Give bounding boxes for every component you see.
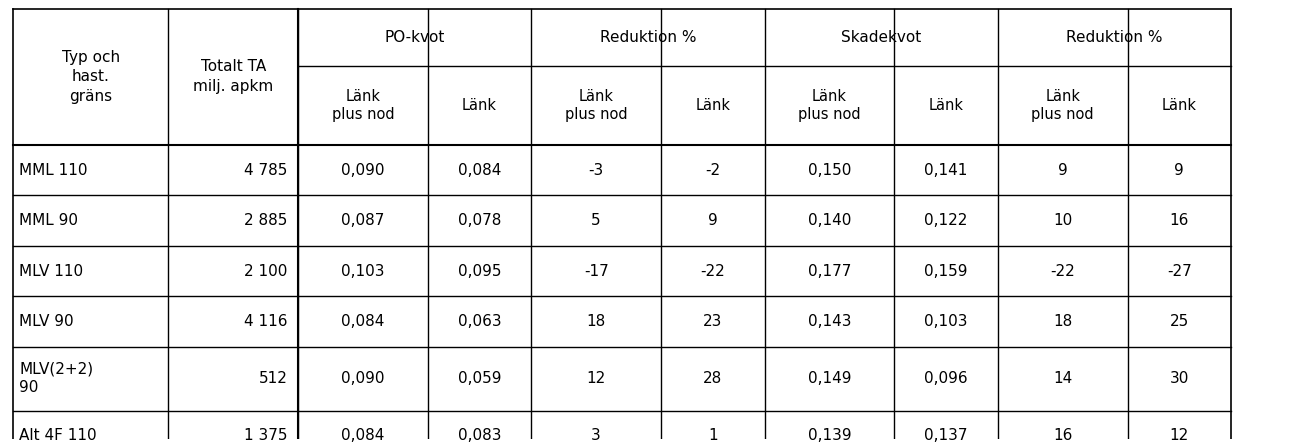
Text: 16: 16 bbox=[1054, 428, 1072, 443]
Text: 0,143: 0,143 bbox=[807, 314, 851, 329]
Text: Totalt TA
milj. apkm: Totalt TA milj. apkm bbox=[193, 59, 273, 94]
Text: 0,078: 0,078 bbox=[457, 213, 502, 228]
Text: 0,095: 0,095 bbox=[457, 264, 502, 279]
Text: Typ och
hast.
gräns: Typ och hast. gräns bbox=[62, 50, 119, 104]
Text: MML 110: MML 110 bbox=[19, 163, 88, 178]
Text: 4 785: 4 785 bbox=[245, 163, 288, 178]
Text: PO-kvot: PO-kvot bbox=[385, 30, 445, 45]
Text: 28: 28 bbox=[704, 371, 722, 386]
Text: 1 375: 1 375 bbox=[244, 428, 288, 443]
Text: 512: 512 bbox=[259, 371, 288, 386]
Text: 9: 9 bbox=[1058, 163, 1068, 178]
Text: MML 90: MML 90 bbox=[19, 213, 79, 228]
Text: 30: 30 bbox=[1170, 371, 1188, 386]
Text: 0,141: 0,141 bbox=[924, 163, 968, 178]
Text: MLV(2+2)
90: MLV(2+2) 90 bbox=[19, 362, 93, 396]
Text: MLV 110: MLV 110 bbox=[19, 264, 83, 279]
Text: Länk: Länk bbox=[461, 98, 498, 113]
Text: 0,177: 0,177 bbox=[807, 264, 851, 279]
Text: Alt 4F 110: Alt 4F 110 bbox=[19, 428, 97, 443]
Text: Reduktion %: Reduktion % bbox=[1067, 30, 1163, 45]
Text: 9: 9 bbox=[1174, 163, 1185, 178]
Text: 0,103: 0,103 bbox=[924, 314, 968, 329]
Text: Länk: Länk bbox=[1161, 98, 1198, 113]
Text: Länk: Länk bbox=[928, 98, 964, 113]
Text: 0,084: 0,084 bbox=[341, 314, 385, 329]
Text: 0,090: 0,090 bbox=[341, 163, 385, 178]
Text: -27: -27 bbox=[1166, 264, 1192, 279]
Text: 0,059: 0,059 bbox=[457, 371, 502, 386]
Text: 0,140: 0,140 bbox=[807, 213, 851, 228]
Text: -3: -3 bbox=[588, 163, 604, 178]
Text: 4 116: 4 116 bbox=[244, 314, 288, 329]
Text: 12: 12 bbox=[1170, 428, 1188, 443]
Text: 0,137: 0,137 bbox=[924, 428, 968, 443]
Text: 9: 9 bbox=[708, 213, 718, 228]
Text: -17: -17 bbox=[583, 264, 609, 279]
Text: Länk
plus nod: Länk plus nod bbox=[798, 88, 861, 122]
Text: -22: -22 bbox=[700, 264, 726, 279]
Text: 2 885: 2 885 bbox=[245, 213, 288, 228]
Text: 0,150: 0,150 bbox=[807, 163, 851, 178]
Text: 0,103: 0,103 bbox=[341, 264, 385, 279]
Text: -2: -2 bbox=[705, 163, 721, 178]
Text: 5: 5 bbox=[591, 213, 601, 228]
Text: 0,122: 0,122 bbox=[924, 213, 968, 228]
Text: 10: 10 bbox=[1054, 213, 1072, 228]
Text: Länk
plus nod: Länk plus nod bbox=[565, 88, 627, 122]
Text: Länk: Länk bbox=[695, 98, 731, 113]
Text: 0,063: 0,063 bbox=[457, 314, 502, 329]
Text: 14: 14 bbox=[1054, 371, 1072, 386]
Text: 23: 23 bbox=[704, 314, 722, 329]
Text: 25: 25 bbox=[1170, 314, 1188, 329]
Text: MLV 90: MLV 90 bbox=[19, 314, 74, 329]
Text: 3: 3 bbox=[591, 428, 601, 443]
Text: 18: 18 bbox=[1054, 314, 1072, 329]
Text: Länk
plus nod: Länk plus nod bbox=[1032, 88, 1094, 122]
Text: 0,139: 0,139 bbox=[807, 428, 851, 443]
Text: 18: 18 bbox=[587, 314, 605, 329]
Text: 1: 1 bbox=[708, 428, 718, 443]
Text: Reduktion %: Reduktion % bbox=[600, 30, 696, 45]
Text: 12: 12 bbox=[587, 371, 605, 386]
Text: 0,084: 0,084 bbox=[341, 428, 385, 443]
Text: 0,083: 0,083 bbox=[457, 428, 502, 443]
Text: 0,084: 0,084 bbox=[457, 163, 502, 178]
Text: 2 100: 2 100 bbox=[245, 264, 288, 279]
Text: 0,096: 0,096 bbox=[924, 371, 968, 386]
Text: 0,159: 0,159 bbox=[924, 264, 968, 279]
Text: 16: 16 bbox=[1170, 213, 1188, 228]
Text: 0,149: 0,149 bbox=[807, 371, 851, 386]
Text: Länk
plus nod: Länk plus nod bbox=[332, 88, 394, 122]
Text: Skadekvot: Skadekvot bbox=[841, 30, 921, 45]
Text: 0,090: 0,090 bbox=[341, 371, 385, 386]
Text: 0,087: 0,087 bbox=[341, 213, 385, 228]
Text: -22: -22 bbox=[1050, 264, 1076, 279]
